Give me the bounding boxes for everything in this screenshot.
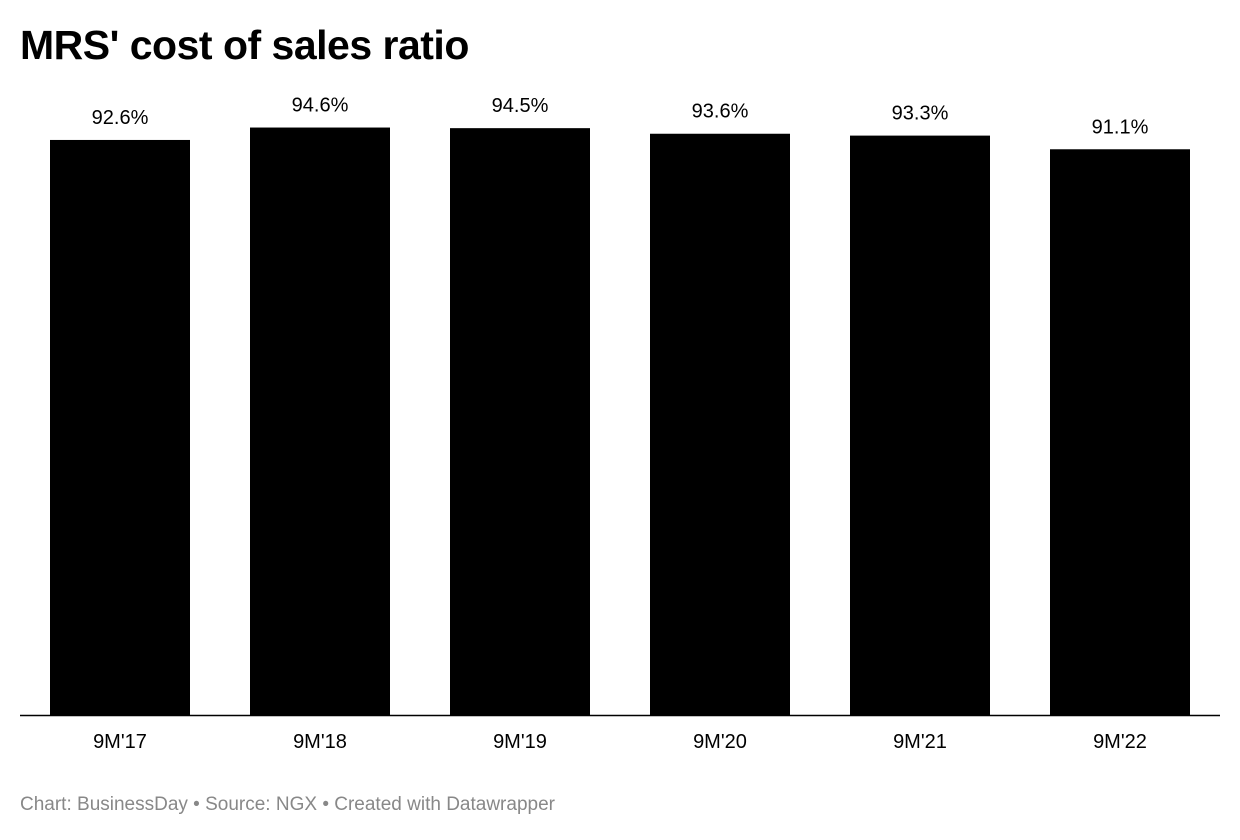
chart-title: MRS' cost of sales ratio xyxy=(20,22,469,68)
bar-2 xyxy=(450,128,590,715)
x-tick-label: 9M'21 xyxy=(893,731,947,753)
x-tick-label: 9M'19 xyxy=(493,731,547,753)
chart-footer: Chart: BusinessDay • Source: NGX • Creat… xyxy=(20,794,555,815)
data-label: 93.3% xyxy=(892,103,949,125)
bar-0 xyxy=(50,139,190,716)
bar-3 xyxy=(650,133,790,715)
data-label: 94.5% xyxy=(492,95,549,117)
x-tick-label: 9M'22 xyxy=(1093,731,1147,753)
data-label: 94.6% xyxy=(292,95,349,117)
x-tick-label: 9M'17 xyxy=(93,731,147,753)
x-tick-label: 9M'20 xyxy=(693,731,747,753)
bar-chart: 92.6% 9M'17 94.6% 9M'18 94.5% 9M'19 93.6% 9M'20… xyxy=(20,95,1220,753)
data-label: 92.6% xyxy=(92,107,149,129)
bar-5 xyxy=(1050,149,1190,716)
bar-1 xyxy=(250,127,390,715)
data-label: 93.6% xyxy=(692,101,749,123)
bar-4 xyxy=(850,135,990,715)
x-tick-label: 9M'18 xyxy=(293,731,347,753)
data-label: 91.1% xyxy=(1092,116,1149,138)
